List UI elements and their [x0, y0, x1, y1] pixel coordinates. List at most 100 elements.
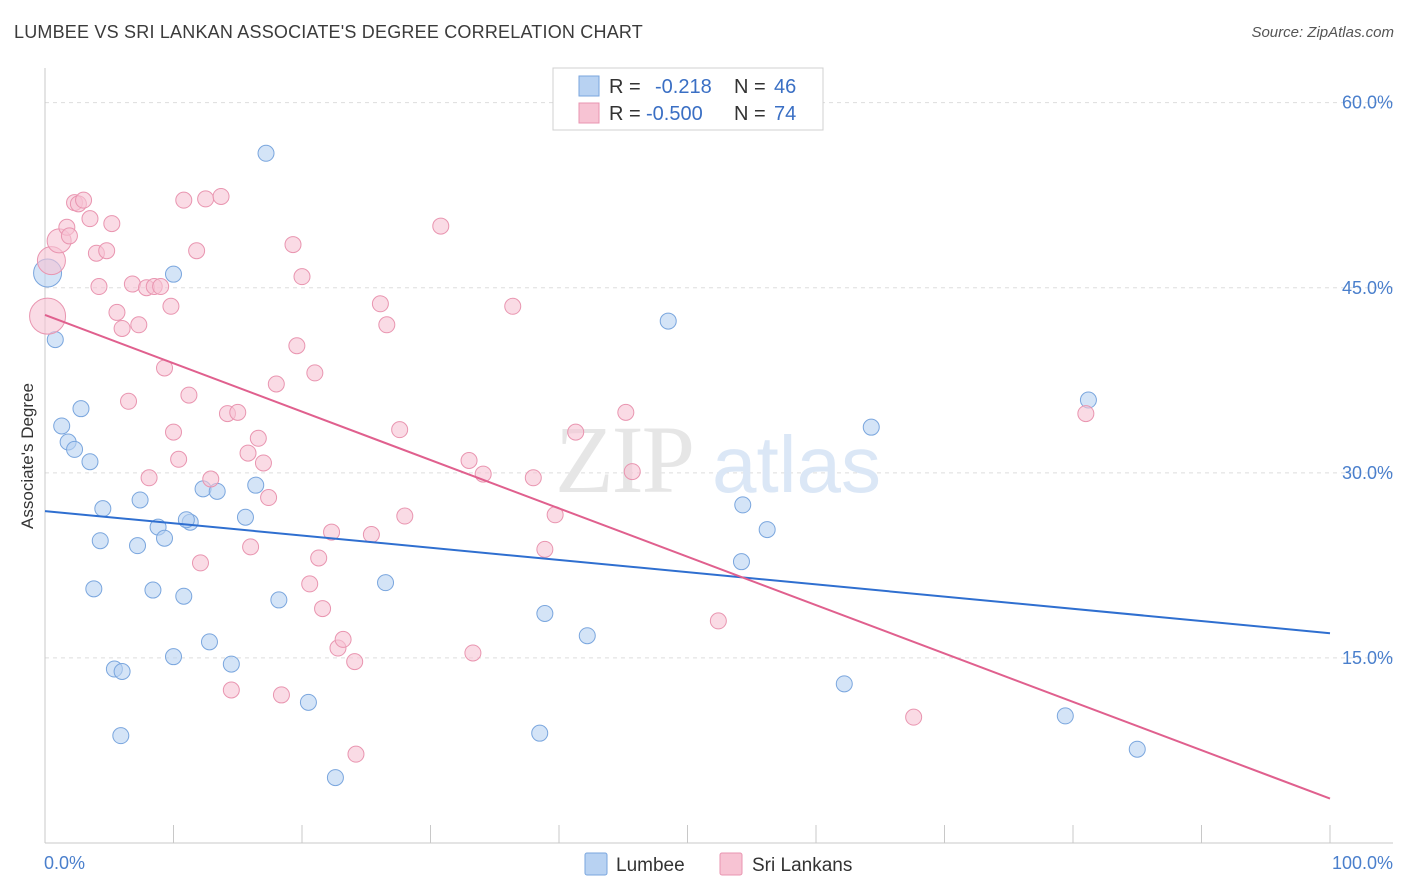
legend-n-label-2: N = — [734, 103, 766, 125]
lumbee-trend-line — [44, 510, 1331, 635]
srilankan-point-28 — [188, 242, 206, 260]
lumbee-point-28 — [257, 144, 275, 162]
srilankan-point-43 — [284, 236, 302, 254]
srilankan-point-15 — [120, 392, 138, 410]
legend-r-label-1: R = — [609, 76, 641, 98]
srilankan-point-26 — [175, 191, 193, 209]
lumbee-point-13 — [129, 537, 147, 555]
srilankan-point-45 — [293, 268, 311, 286]
srilankan-point-41 — [267, 375, 285, 393]
lumbee-point-25 — [222, 655, 240, 673]
srilankan-point-31 — [202, 470, 220, 488]
lumbee-point-45 — [1128, 740, 1146, 758]
lumbee-point-7 — [94, 500, 112, 518]
srilankan-trend-line — [44, 313, 1331, 800]
chart-title: LUMBEE VS SRI LANKAN ASSOCIATE'S DEGREE … — [14, 22, 643, 42]
y-tick-label-2: 45.0% — [1342, 278, 1393, 298]
legend-r-label-2: R = — [609, 103, 641, 125]
srilankan-point-16 — [123, 275, 141, 293]
lumbee-point-35 — [536, 605, 554, 622]
axis-layer: 15.0% 30.0% 45.0% 60.0% — [44, 68, 1393, 844]
srilankan-point-47 — [306, 364, 324, 382]
bottom-legend-srilankan-swatch — [719, 852, 743, 876]
y-tick-label-3: 60.0% — [1342, 93, 1393, 113]
srilankan-point-58 — [391, 421, 409, 439]
lumbee-point-17 — [156, 529, 174, 547]
source-credit: Source: ZipAtlas.com — [1251, 24, 1394, 41]
lumbee-point-26 — [236, 508, 254, 526]
srilankan-point-34 — [222, 681, 240, 699]
srilankan-point-37 — [242, 538, 260, 556]
srilankan-point-7 — [75, 191, 93, 209]
srilankan-point-13 — [108, 303, 126, 321]
legend-srilankan-swatch — [578, 102, 600, 124]
watermark: ZIP atlas — [555, 406, 881, 513]
srilankan-point-4 — [60, 227, 78, 245]
lumbee-point-37 — [659, 312, 677, 330]
lumbee-point-9 — [85, 580, 103, 598]
srilankan-point-21 — [152, 278, 170, 296]
lumbee-point-31 — [299, 693, 317, 711]
srilankan-point-57 — [378, 316, 396, 334]
srilankan-point-17 — [130, 316, 148, 334]
grid-layer — [45, 102, 1393, 659]
lumbee-point-14 — [131, 491, 149, 509]
srilankan-point-60 — [432, 217, 450, 235]
y-tick-label-0: 15.0% — [1342, 648, 1393, 668]
lumbee-point-6 — [81, 453, 99, 471]
lumbee-point-30 — [165, 265, 182, 283]
srilankan-point-56 — [371, 295, 389, 313]
srilankan-point-72 — [905, 708, 923, 726]
srilankan-point-55 — [362, 526, 380, 544]
srilankan-point-23 — [162, 297, 180, 315]
srilankan-point-53 — [346, 653, 364, 671]
srilankan-point-30 — [197, 190, 215, 208]
srilankan-point-46 — [301, 575, 319, 593]
srilankan-point-71 — [709, 612, 727, 630]
lumbee-point-15 — [144, 581, 162, 599]
srilankan-point-69 — [617, 403, 635, 421]
srilankan-point-59 — [396, 507, 414, 525]
lumbee-point-2 — [53, 417, 71, 435]
srilankan-point-42 — [272, 686, 290, 704]
lumbee-point-4 — [66, 440, 84, 458]
lumbee-point-38 — [734, 496, 752, 514]
srilankan-point-27 — [180, 386, 198, 404]
legend-r-value-2: -0.500 — [646, 103, 703, 125]
trend-layer — [44, 313, 1331, 800]
srilankan-point-29 — [191, 554, 209, 572]
srilankan-point-44 — [288, 337, 306, 355]
srilankan-point-11 — [98, 242, 116, 260]
y-axis-label: Associate's Degree — [18, 383, 37, 529]
srilankan-point-65 — [524, 469, 542, 487]
srilankan-point-38 — [249, 429, 267, 447]
watermark-zip: ZIP — [555, 406, 693, 513]
lumbee-point-5 — [72, 400, 90, 418]
srilankan-point-64 — [504, 297, 522, 315]
srilankan-point-54 — [347, 745, 365, 763]
lumbee-point-12 — [112, 727, 130, 745]
srilankan-point-49 — [314, 600, 332, 618]
srilankan-point-8 — [81, 210, 99, 228]
lumbee-point-42 — [862, 418, 880, 436]
srilankan-point-50 — [323, 523, 341, 541]
y-tick-label-1: 30.0% — [1342, 463, 1393, 483]
lumbee-point-29 — [270, 591, 288, 609]
lumbee-point-23 — [200, 633, 218, 651]
bottom-legend-lumbee-swatch — [584, 852, 608, 876]
srilankan-point-73 — [1077, 405, 1095, 423]
series-legend: Lumbee Sri Lankans — [584, 852, 852, 876]
lumbee-point-39 — [732, 553, 750, 571]
points-layer — [29, 144, 1146, 787]
lumbee-point-18 — [165, 648, 182, 666]
srilankan-point-32 — [212, 187, 230, 205]
x-tick-min: 0.0% — [44, 853, 85, 873]
srilankan-point-52 — [334, 630, 352, 648]
srilankan-point-14 — [113, 319, 131, 337]
srilankan-point-66 — [536, 540, 554, 558]
legend-n-value-1: 46 — [774, 76, 796, 98]
lumbee-point-40 — [758, 521, 776, 539]
lumbee-point-11 — [113, 662, 131, 680]
srilankan-point-61 — [460, 452, 478, 469]
